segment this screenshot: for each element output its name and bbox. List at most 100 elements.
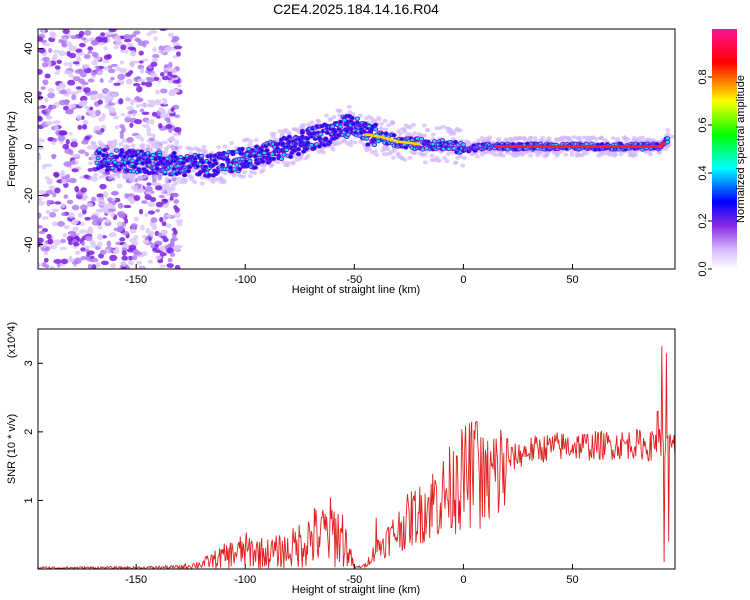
noise-blob (88, 109, 96, 116)
ridge-core (133, 165, 137, 169)
noise-blob (51, 154, 56, 160)
heatmap-x-tick-label: -100 (234, 274, 256, 286)
halo-blob (281, 160, 287, 165)
halo-blob (285, 160, 291, 165)
colorbar-tick-label: 0.2 (697, 213, 709, 228)
ridge-highlight (665, 137, 670, 140)
noise-blob (147, 201, 156, 208)
noise-blob (122, 261, 127, 267)
halo-blob (125, 174, 131, 179)
noise-blob (142, 239, 150, 245)
noise-blob (63, 105, 69, 111)
noise-blob (153, 76, 160, 81)
noise-blob (42, 56, 50, 63)
halo-blob (320, 150, 326, 155)
ridge-core (324, 137, 328, 141)
noise-blob (148, 230, 155, 236)
noise-blob (63, 225, 70, 230)
ridge-highlight (372, 143, 377, 147)
halo-blob (348, 139, 354, 144)
halo-blob (192, 180, 198, 185)
ridge-core (345, 129, 349, 133)
noise-blob (93, 125, 101, 131)
halo-blob (283, 127, 289, 132)
ridge-highlight (330, 125, 335, 128)
noise-blob (74, 257, 82, 264)
noise-blob (68, 149, 74, 156)
ridge-highlight (415, 137, 420, 140)
noise-blob (123, 33, 131, 41)
ridge-highlight (151, 153, 155, 157)
noise-blob (164, 185, 171, 191)
ridge-core (207, 173, 212, 177)
noise-blob (67, 41, 72, 48)
ridge-core (97, 151, 102, 155)
snr-y-tick-label: 3 (23, 360, 35, 366)
heatmap-y-tick-label: -40 (23, 237, 35, 253)
ridge-highlight (358, 134, 362, 138)
noise-blob (38, 190, 46, 195)
ridge-highlight (158, 153, 162, 157)
noise-blob (129, 228, 137, 234)
noise-blob (141, 81, 146, 86)
ridge-core (350, 116, 354, 120)
halo-blob (118, 141, 124, 146)
noise-blob (124, 218, 129, 224)
ridge-highlight (432, 139, 437, 143)
halo-blob (287, 131, 293, 136)
noise-blob (83, 105, 91, 110)
noise-blob (102, 95, 108, 100)
peak-blob (416, 142, 421, 146)
halo-blob (402, 157, 408, 162)
noise-blob (38, 196, 43, 202)
colorbar-axis: 0.00.20.40.60.8 (697, 69, 712, 277)
noise-blob (41, 62, 49, 68)
noise-blob (151, 111, 157, 117)
noise-blob (105, 218, 110, 224)
noise-blob (40, 86, 46, 90)
halo-blob (229, 140, 235, 145)
noise-blob (54, 65, 61, 70)
noise-blob (81, 139, 89, 145)
halo-blob (248, 139, 254, 144)
halo-blob (474, 154, 480, 159)
noise-blob (87, 46, 94, 51)
heatmap-y-tick-label: -20 (23, 188, 35, 204)
ridge-core (256, 161, 260, 165)
colorbar-tick-label: 0.4 (697, 165, 709, 180)
noise-blob (64, 110, 74, 115)
noise-blob (172, 55, 178, 59)
noise-blob (129, 122, 134, 128)
noise-blob (91, 264, 97, 269)
ridge-core (186, 169, 191, 173)
noise-blob (173, 204, 178, 210)
noise-blob (84, 136, 91, 141)
noise-blob (91, 59, 98, 66)
noise-blob (168, 127, 173, 134)
noise-blob (107, 68, 116, 74)
halo-blob (508, 136, 514, 141)
noise-blob (96, 241, 103, 248)
halo-blob (528, 135, 534, 140)
halo-blob (496, 136, 502, 141)
halo-blob (457, 154, 463, 159)
noise-blob (115, 66, 122, 72)
noise-blob (52, 120, 61, 125)
ridge-highlight (146, 151, 150, 155)
halo-blob (382, 118, 388, 123)
noise-blob (170, 67, 177, 74)
ridge-core (225, 158, 230, 162)
noise-blob (66, 88, 72, 95)
noise-blob (124, 49, 129, 54)
noise-blob (98, 42, 105, 46)
halo-blob (249, 170, 255, 175)
halo-blob (100, 167, 106, 172)
ridge-highlight (425, 147, 429, 150)
noise-blob (141, 111, 150, 115)
noise-blob (62, 143, 70, 150)
noise-blob (74, 185, 80, 193)
noise-blob (90, 90, 98, 95)
noise-blob (70, 230, 77, 238)
noise-blob (173, 198, 180, 204)
